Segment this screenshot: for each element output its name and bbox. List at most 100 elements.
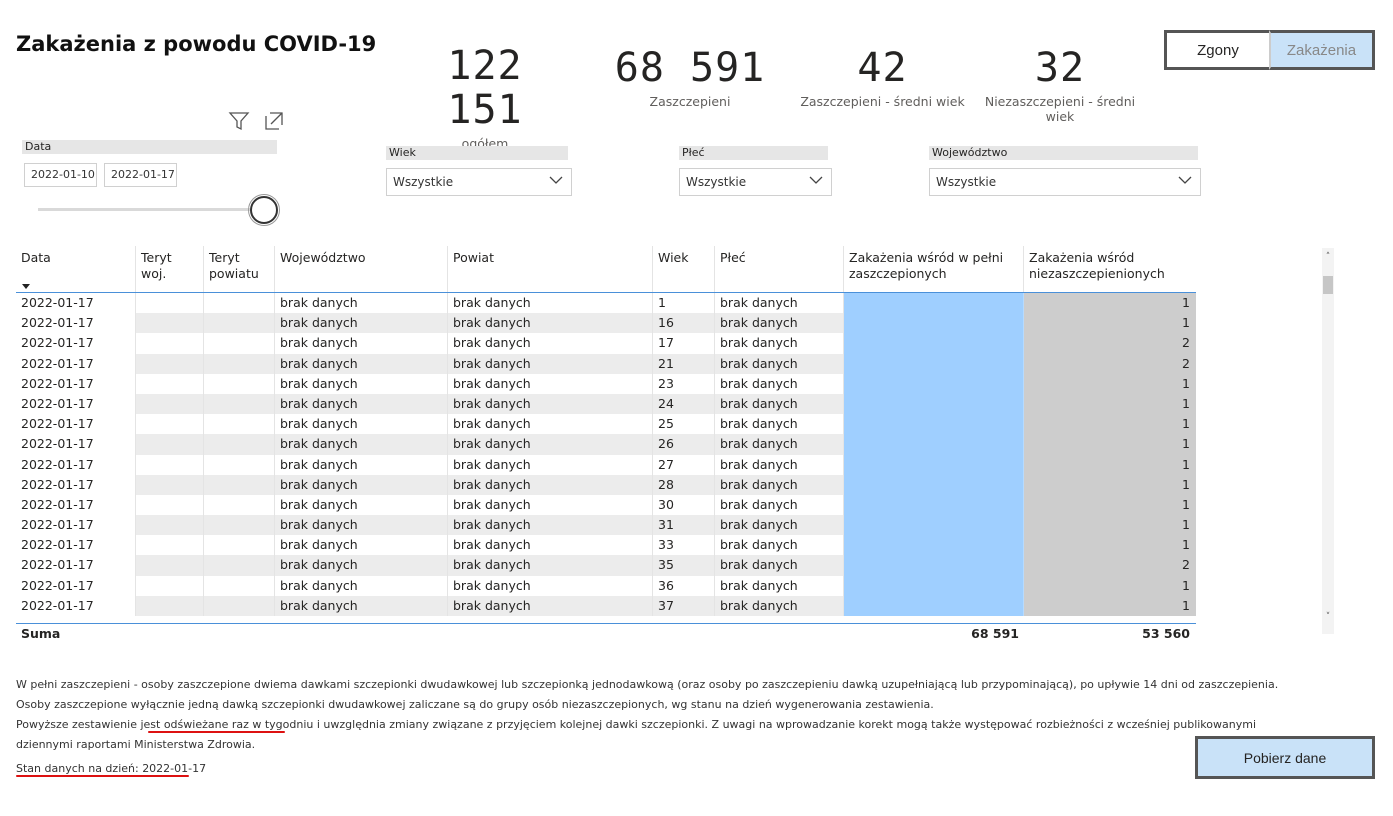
cell-plec: brak danych xyxy=(715,515,844,536)
cell-powiat: brak danych xyxy=(448,333,653,354)
cell-unvaccinated: 1 xyxy=(1024,575,1196,596)
column-header-wojewodztwo[interactable]: Województwo xyxy=(275,246,448,292)
table-row: 2022-01-17 brak danych brak danych 26 brak d… xyxy=(16,434,1196,455)
deaths-toggle-button[interactable]: Zgony xyxy=(1164,30,1272,70)
cell-wojewodztwo: brak danych xyxy=(275,414,448,435)
cell-vaccinated xyxy=(844,515,1024,536)
cell-teryt-woj xyxy=(136,515,204,536)
cell-wojewodztwo: brak danych xyxy=(275,515,448,536)
cell-vaccinated xyxy=(844,434,1024,455)
column-header-wiek[interactable]: Wiek xyxy=(653,246,715,292)
cell-wojewodztwo: brak danych xyxy=(275,333,448,354)
column-header-data[interactable]: Data xyxy=(16,246,136,292)
filter-icon[interactable] xyxy=(228,110,250,132)
kpi-vaccinated-value: 68 591 xyxy=(614,45,766,91)
kpi-unvaccinated-avg-age-value: 32 xyxy=(1034,45,1086,91)
cell-vaccinated xyxy=(844,313,1024,334)
download-data-button[interactable]: Pobierz dane xyxy=(1195,736,1375,779)
cell-teryt-woj xyxy=(136,535,204,556)
column-header-vaccinated-infections[interactable]: Zakażenia wśród w pełni zaszczepionych xyxy=(844,246,1024,292)
cell-wojewodztwo: brak danych xyxy=(275,293,448,314)
cell-wiek: 1 xyxy=(653,293,715,314)
voivodeship-dropdown[interactable]: Wszystkie xyxy=(929,168,1201,196)
cell-wojewodztwo: brak danych xyxy=(275,353,448,374)
cell-plec: brak danych xyxy=(715,373,844,394)
kpi-vaccinated-avg-age-value: 42 xyxy=(857,45,908,91)
cell-wojewodztwo: brak danych xyxy=(275,494,448,516)
cell-plec: brak danych xyxy=(715,535,844,556)
table-row: 2022-01-17 brak danych brak danych 31 brak d… xyxy=(16,515,1196,536)
column-header-teryt-woj[interactable]: Teryt woj. xyxy=(136,246,204,292)
cell-wiek: 16 xyxy=(653,313,715,334)
cell-teryt-powiatu xyxy=(204,353,275,374)
cell-wiek: 21 xyxy=(653,353,715,374)
cell-data: 2022-01-17 xyxy=(16,373,136,394)
infections-toggle-button[interactable]: Zakażenia xyxy=(1269,30,1375,70)
cell-data: 2022-01-17 xyxy=(16,434,136,455)
cell-teryt-woj xyxy=(136,373,204,394)
sex-dropdown[interactable]: Wszystkie xyxy=(679,168,832,196)
voivodeship-slicer-label: Województwo xyxy=(929,146,1198,160)
cell-wiek: 35 xyxy=(653,555,715,576)
cell-plec: brak danych xyxy=(715,595,844,616)
cell-unvaccinated: 1 xyxy=(1024,454,1196,475)
date-to-input[interactable]: 2022-01-17 xyxy=(104,163,177,187)
cell-unvaccinated: 1 xyxy=(1024,494,1196,516)
cell-unvaccinated: 1 xyxy=(1024,293,1196,314)
column-header-plec[interactable]: Płeć xyxy=(715,246,844,292)
date-slider-track[interactable] xyxy=(38,208,266,211)
cell-vaccinated xyxy=(844,494,1024,516)
cell-data: 2022-01-17 xyxy=(16,535,136,556)
table-scrollbar[interactable]: ˄ ˅ xyxy=(1322,248,1334,634)
table-row: 2022-01-17 brak danych brak danych 30 brak d… xyxy=(16,494,1196,516)
scroll-up-icon[interactable]: ˄ xyxy=(1325,252,1331,262)
cell-wiek: 33 xyxy=(653,535,715,556)
cell-powiat: brak danych xyxy=(448,515,653,536)
scroll-down-icon[interactable]: ˅ xyxy=(1325,612,1331,622)
cell-wiek: 37 xyxy=(653,595,715,616)
cell-plec: brak danych xyxy=(715,414,844,435)
date-from-input[interactable]: 2022-01-10 xyxy=(24,163,97,187)
cell-plec: brak danych xyxy=(715,555,844,576)
age-dropdown[interactable]: Wszystkie xyxy=(386,168,572,196)
note-single-dose: Osoby zaszczepione wyłącznie jedną dawką… xyxy=(16,698,934,711)
table-row: 2022-01-17 brak danych brak danych 27 brak d… xyxy=(16,454,1196,475)
cell-data: 2022-01-17 xyxy=(16,333,136,354)
note-fully-vaccinated: W pełni zaszczepieni - osoby zaszczepion… xyxy=(16,678,1279,691)
kpi-unvaccinated-avg-age-label: Niezaszczepieni - średni wiek xyxy=(984,94,1136,124)
cell-powiat: brak danych xyxy=(448,393,653,415)
column-header-powiat[interactable]: Powiat xyxy=(448,246,653,292)
highlight-underline xyxy=(16,775,189,777)
cell-teryt-woj xyxy=(136,313,204,334)
table-row: 2022-01-17 brak danych brak danych 1 brak da… xyxy=(16,293,1196,314)
focus-mode-icon[interactable] xyxy=(263,110,285,132)
cell-powiat: brak danych xyxy=(448,474,653,495)
cell-vaccinated xyxy=(844,293,1024,314)
voivodeship-dropdown-value: Wszystkie xyxy=(936,175,997,189)
cell-powiat: brak danych xyxy=(448,353,653,374)
cell-plec: brak danych xyxy=(715,313,844,334)
cell-vaccinated xyxy=(844,393,1024,415)
total-unvaccinated: 53 560 xyxy=(1142,626,1190,641)
total-label: Suma xyxy=(21,626,61,641)
table-body: 2022-01-17 brak danych brak danych 1 brak da… xyxy=(16,293,1196,623)
cell-teryt-powiatu xyxy=(204,454,275,475)
column-header-unvaccinated-infections[interactable]: Zakażenia wśród niezaszczepienionych xyxy=(1029,250,1165,281)
date-slider-handle[interactable] xyxy=(248,194,280,226)
cell-data: 2022-01-17 xyxy=(16,595,136,616)
cell-wiek: 26 xyxy=(653,434,715,455)
cell-wojewodztwo: brak danych xyxy=(275,535,448,556)
cell-teryt-woj xyxy=(136,575,204,596)
kpi-total-value: 122 151 xyxy=(447,43,523,133)
data-status-date: Stan danych na dzień: 2022-01-17 xyxy=(16,762,207,775)
date-slicer-label: Data xyxy=(22,140,277,154)
cell-powiat: brak danych xyxy=(448,454,653,475)
cell-powiat: brak danych xyxy=(448,414,653,435)
cell-wojewodztwo: brak danych xyxy=(275,474,448,495)
cell-teryt-woj xyxy=(136,293,204,314)
column-header-teryt-powiatu[interactable]: Teryt powiatu xyxy=(204,246,275,292)
scrollbar-thumb[interactable] xyxy=(1323,276,1333,294)
cell-wiek: 23 xyxy=(653,373,715,394)
kpi-vaccinated-avg-age-label: Zaszczepieni - średni wiek xyxy=(800,94,965,109)
cell-teryt-woj xyxy=(136,494,204,516)
